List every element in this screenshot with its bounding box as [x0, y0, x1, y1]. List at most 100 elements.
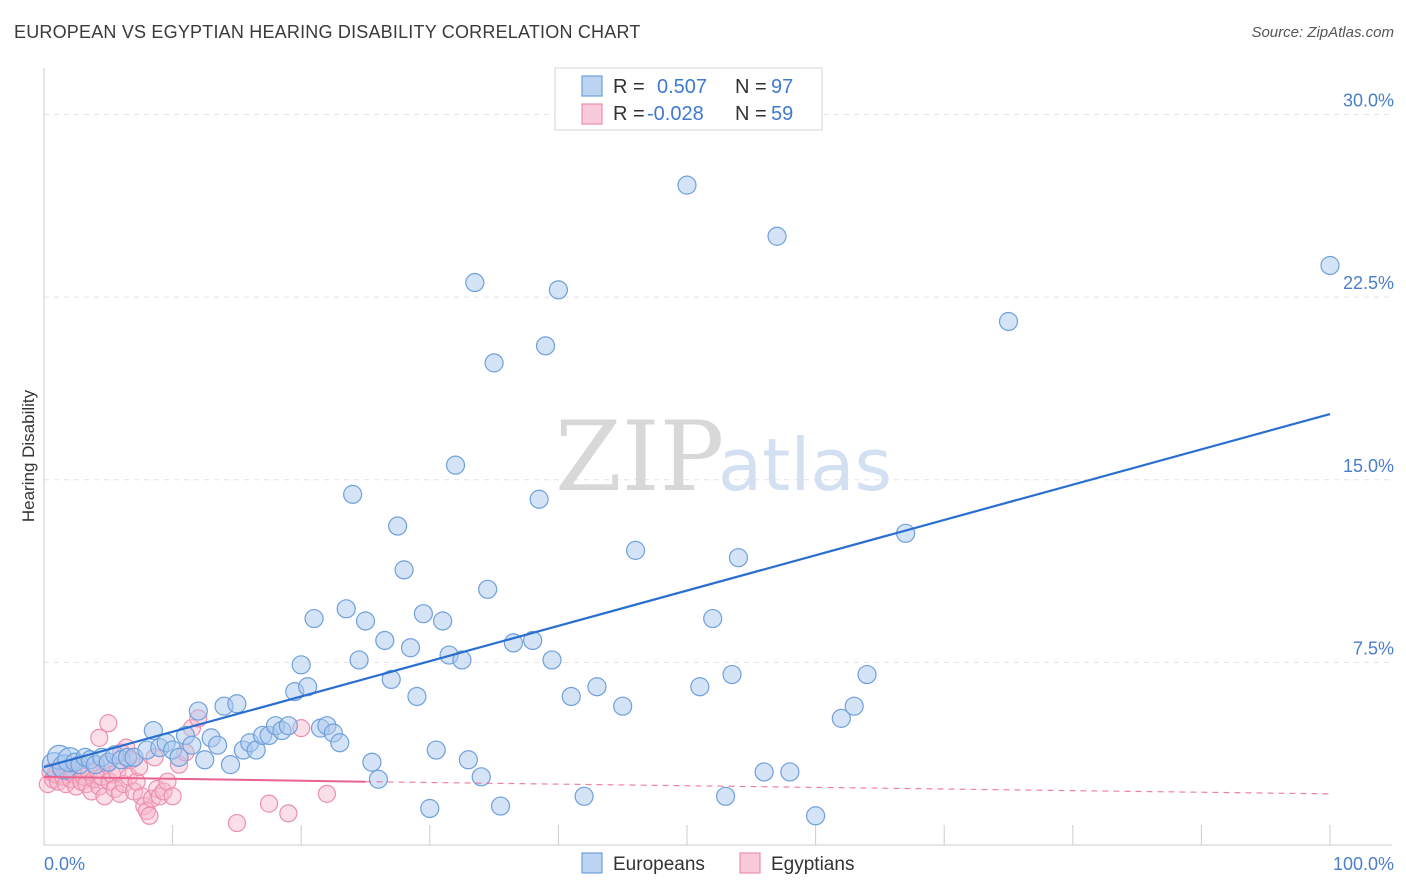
europeans-point-20 [169, 747, 189, 767]
egyptians-point-57 [317, 784, 337, 803]
chart-title: EUROPEAN VS EGYPTIAN HEARING DISABILITY … [14, 22, 641, 42]
europeans-point-29 [227, 694, 247, 714]
y-tick-label-0: 7.5% [1353, 638, 1394, 658]
europeans-point-57 [407, 686, 427, 707]
europeans-point-86 [722, 664, 742, 685]
europeans-point-72 [523, 630, 543, 651]
bottom-legend-europeans: Europeans [613, 854, 705, 875]
europeans-point-85 [715, 786, 736, 806]
europeans-point-82 [677, 175, 697, 195]
y-axis-title: Hearing Disability [19, 389, 38, 522]
bottom-legend: Europeans Egyptians [581, 852, 854, 875]
europeans-point-23 [188, 701, 208, 721]
grid-lines [44, 114, 1392, 663]
europeans-point-76 [548, 280, 569, 300]
y-tick-labels: 7.5% 15.0% 22.5% 30.0% [1343, 91, 1394, 659]
x-tick-labels: 0.0% 100.0% [44, 854, 1394, 874]
europeans-point-73 [529, 489, 549, 509]
chart-source: Source: ZipAtlas.com [1251, 24, 1394, 41]
europeans-point-37 [278, 716, 298, 736]
europeans-point-24 [195, 750, 215, 770]
europeans-point-60 [426, 740, 446, 760]
europeans-point-46 [336, 599, 356, 619]
egyptians-point-28 [110, 784, 129, 803]
europeans-point-61 [433, 611, 453, 631]
europeans-trend-line [43, 412, 1331, 769]
europeans-point-92 [831, 708, 851, 728]
trend-lines [43, 412, 1331, 795]
egyptians-point-53 [227, 813, 246, 833]
europeans-point-69 [484, 353, 504, 373]
europeans-point-93 [844, 696, 864, 716]
europeans-point-96 [998, 311, 1019, 332]
europeans-point-70 [490, 796, 511, 816]
europeans-point-64 [452, 650, 472, 670]
europeans-point-28 [220, 755, 241, 775]
legend-swatch-europeans [581, 75, 603, 97]
europeans-point-39 [291, 655, 311, 675]
egyptians-point-54 [259, 794, 279, 813]
europeans-point-56 [400, 638, 421, 658]
egyptians-point-47 [163, 787, 182, 806]
europeans-point-54 [388, 516, 408, 536]
europeans-point-78 [574, 786, 594, 806]
bottom-legend-egyptians: Egyptians [771, 854, 854, 875]
legend-egy-r-value: -0.028 [647, 103, 704, 125]
axes [43, 68, 1392, 846]
legend-eur-r-label: R = [613, 76, 645, 98]
watermark-atlas: atlas [718, 423, 892, 507]
bottom-legend-swatch-europeans [581, 852, 603, 874]
x-tick-label-min: 0.0% [44, 854, 85, 874]
europeans-point-53 [381, 669, 401, 690]
egyptians-point-55 [279, 804, 298, 823]
egyptians-point-40 [140, 806, 159, 825]
europeans-point-52 [375, 630, 395, 651]
legend-eur-n-label: N = [735, 76, 767, 98]
egyptians-point-52 [99, 714, 118, 733]
egyptians-trend-line [43, 775, 366, 783]
europeans-point-94 [857, 664, 877, 685]
egyptians-point-58 [90, 728, 109, 747]
europeans-point-91 [805, 806, 826, 826]
europeans-point-47 [343, 484, 363, 504]
europeans-point-68 [478, 579, 498, 599]
europeans-point-79 [587, 677, 607, 697]
europeans-point-49 [355, 611, 376, 631]
europeans-point-88 [754, 762, 774, 782]
europeans-point-51 [368, 769, 388, 789]
egyptians-trend-line-extension [365, 781, 1331, 795]
watermark: ZIP atlas [555, 401, 892, 513]
legend-egy-n-label: N = [735, 103, 767, 125]
watermark-zip: ZIP [555, 401, 724, 513]
europeans-point-26 [208, 735, 228, 755]
legend-egy-r-label: R = [613, 103, 645, 125]
x-tick-label-max: 100.0% [1333, 854, 1394, 874]
legend-egy-n-value: 59 [771, 103, 793, 125]
europeans-point-84 [703, 608, 723, 629]
legend-swatch-egyptians [581, 103, 603, 125]
europeans-point-22 [182, 735, 202, 755]
europeans-point-59 [420, 798, 440, 819]
europeans-point-45 [330, 733, 350, 753]
y-tick-label-2: 22.5% [1343, 273, 1394, 293]
y-tick-label-3: 30.0% [1343, 91, 1394, 111]
egyptians-point-38 [135, 796, 154, 816]
europeans-point-65 [458, 750, 478, 770]
europeans-point-63 [445, 455, 466, 475]
y-tick-label-1: 15.0% [1343, 456, 1394, 476]
legend-box: R = 0.507 N = 97 R = -0.028 N = 59 [554, 67, 823, 131]
europeans-point-77 [561, 686, 581, 707]
bottom-legend-swatch-egyptians [739, 852, 761, 874]
europeans-point-87 [728, 548, 749, 568]
legend-eur-r-value: 0.507 [657, 76, 707, 98]
europeans-point-41 [304, 608, 324, 629]
europeans-point-74 [535, 336, 556, 356]
europeans-point-80 [613, 696, 633, 716]
europeans-point-90 [780, 762, 800, 782]
europeans-point-75 [542, 650, 562, 670]
europeans-point-97 [1320, 255, 1340, 276]
europeans-point-66 [465, 272, 485, 293]
europeans-point-83 [690, 677, 710, 697]
europeans-point-89 [767, 226, 787, 246]
